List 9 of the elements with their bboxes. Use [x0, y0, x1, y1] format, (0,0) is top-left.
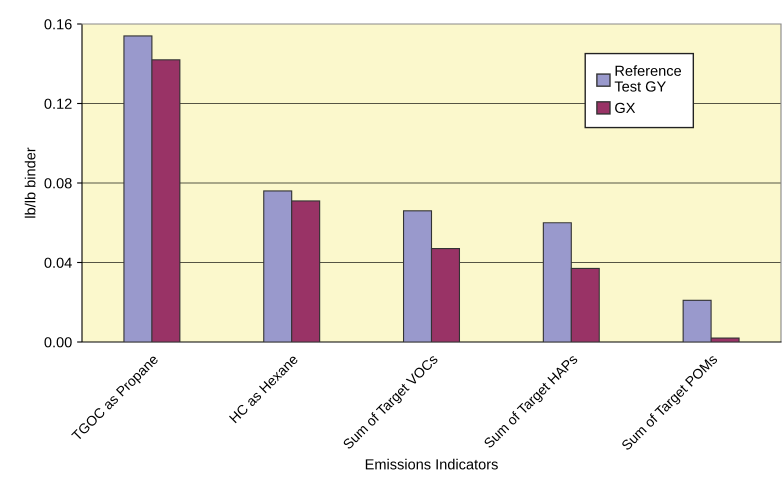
- y-tick-label: 0.12: [44, 98, 72, 109]
- y-tick-label: 0.00: [44, 337, 72, 348]
- y-tick-label: 0.04: [44, 258, 72, 268]
- legend-label: Reference Test GY: [614, 65, 682, 92]
- y-tick-label: 0.16: [44, 19, 72, 30]
- x-axis-title: Emissions Indicators: [366, 458, 498, 470]
- y-axis-title: lb/lb binder: [24, 148, 36, 218]
- legend-label: GX: [615, 102, 636, 114]
- y-tick-label: 0.08: [44, 178, 72, 188]
